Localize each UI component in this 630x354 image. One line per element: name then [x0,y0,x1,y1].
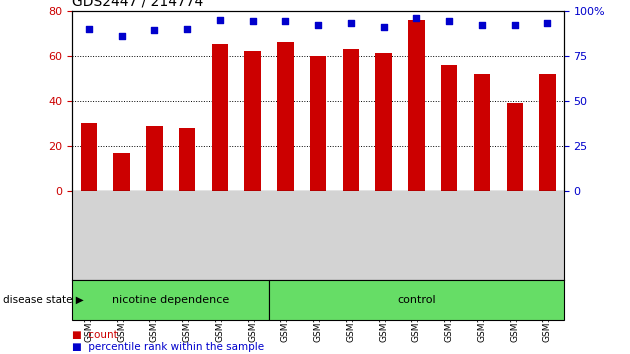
Point [149,28,159,33]
Bar [72,280,269,320]
Point [117,33,127,39]
Text: ■  percentile rank within the sample: ■ percentile rank within the sample [72,342,265,352]
Bar [343,49,359,191]
Bar [244,51,261,191]
Bar [474,74,490,191]
Text: ■  count: ■ count [72,330,118,339]
Bar [441,65,457,191]
Point [542,21,553,26]
Bar [375,53,392,191]
Bar [310,56,326,191]
Text: disease state ▶: disease state ▶ [3,295,84,305]
Point [215,17,225,23]
Text: nicotine dependence: nicotine dependence [112,295,229,305]
Bar [507,103,523,191]
Bar [146,126,163,191]
Bar [539,74,556,191]
Point [411,15,421,21]
Bar [113,153,130,191]
Bar [81,124,97,191]
Point [444,19,454,24]
Text: control: control [397,295,436,305]
Point [477,22,487,28]
Bar [179,128,195,191]
Text: GDS2447 / 214774: GDS2447 / 214774 [72,0,203,8]
Point [510,22,520,28]
Point [182,26,192,32]
Bar [269,280,564,320]
Bar [277,42,294,191]
Bar [212,45,228,191]
Point [84,26,94,32]
Point [313,22,323,28]
Point [248,19,258,24]
Point [280,19,290,24]
Point [379,24,389,30]
Bar [408,20,425,191]
Point [346,21,356,26]
